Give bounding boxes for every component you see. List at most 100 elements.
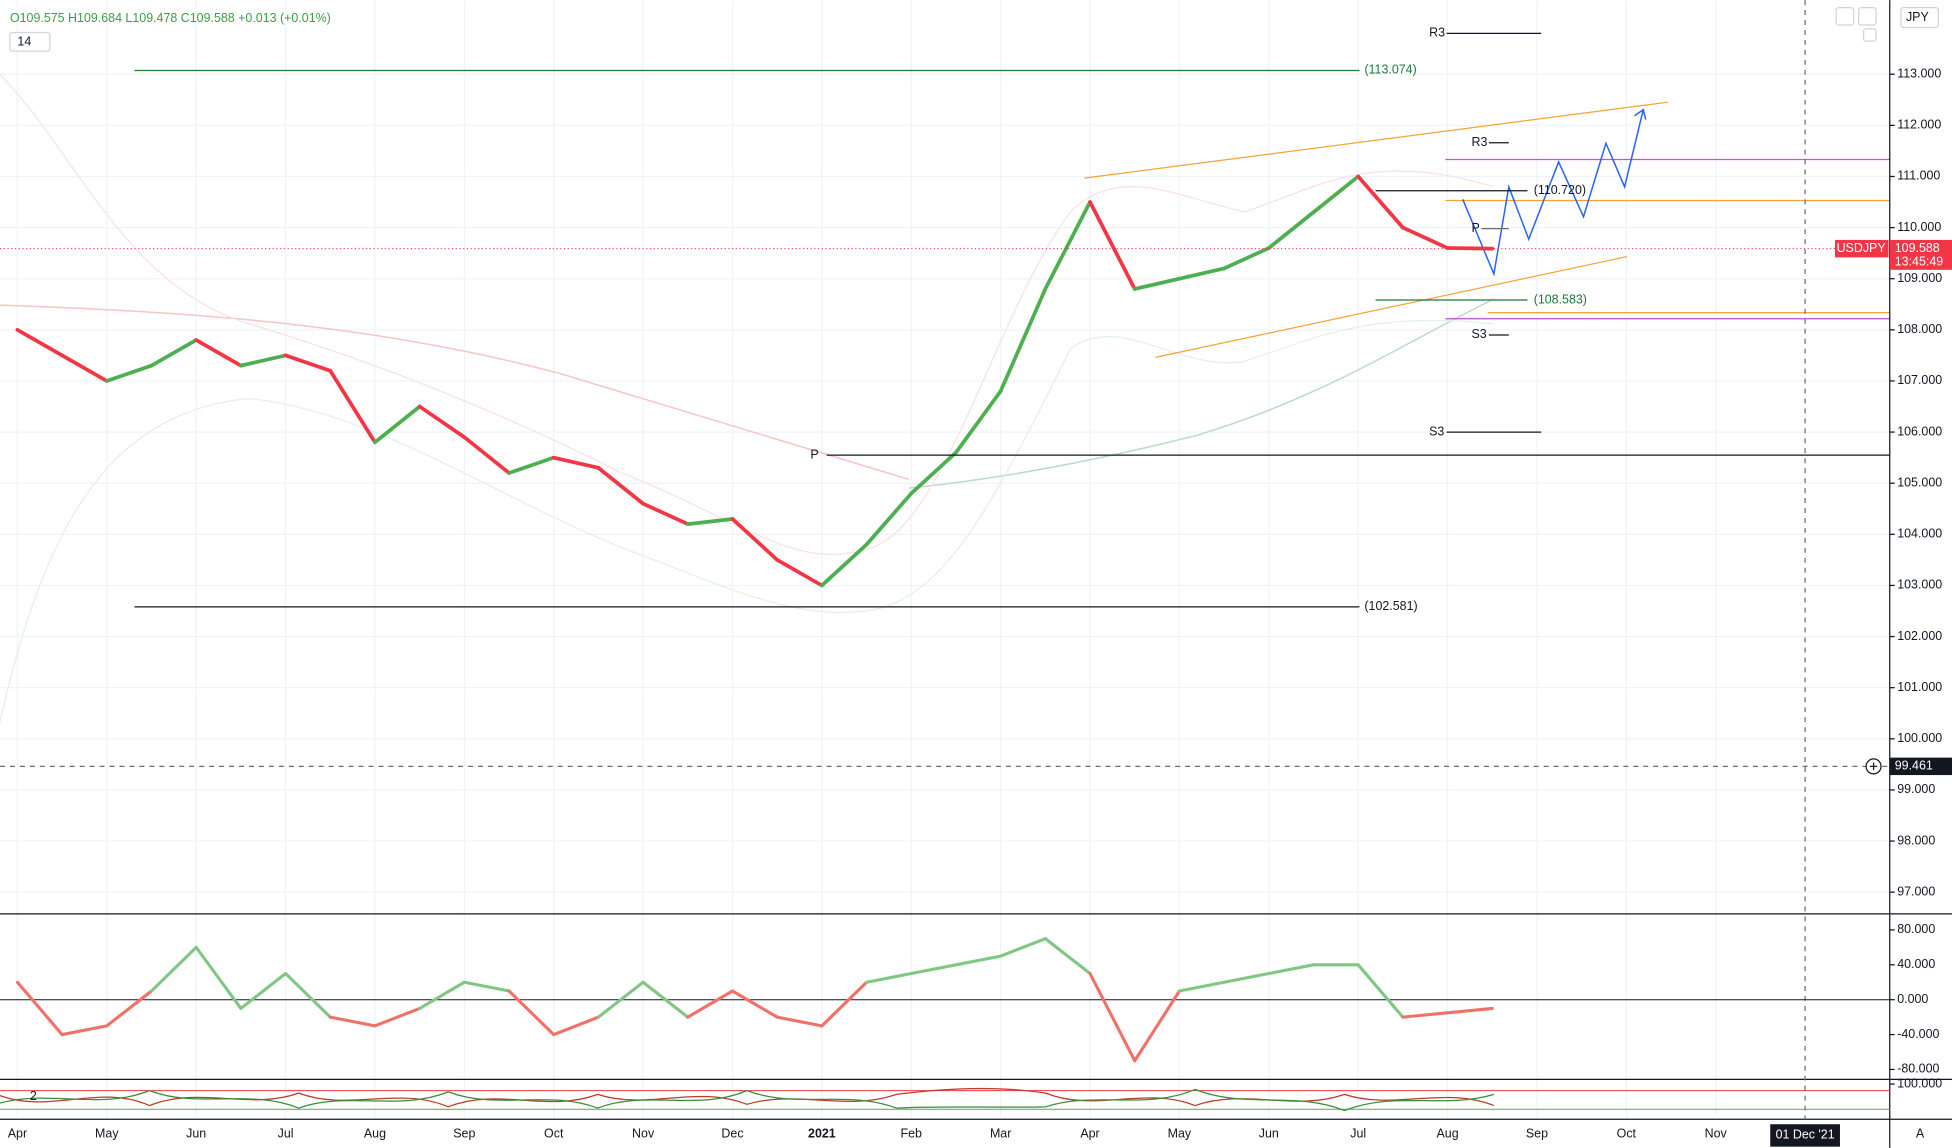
pivot-label: P — [1471, 221, 1479, 235]
y-tick-label: 103.000 — [1897, 578, 1942, 592]
oscillator-segment — [686, 989, 735, 1019]
x-tick-label: May — [95, 1126, 119, 1140]
countdown-label: 13:45:49 — [1895, 255, 1943, 269]
y-tick-label: 108.000 — [1897, 322, 1942, 336]
price-segment — [1132, 276, 1182, 291]
price-segment — [685, 517, 735, 526]
y-tick-label: 80.000 — [1897, 922, 1935, 936]
y-tick-label: 99.000 — [1897, 782, 1935, 796]
oscillator-segment — [462, 980, 511, 993]
currency-label[interactable]: JPY — [1906, 10, 1930, 24]
stoch-d — [0, 1088, 1495, 1112]
level-label: (110.720) — [1534, 183, 1586, 197]
oscillator-segment — [15, 980, 64, 1037]
price-segment — [775, 558, 824, 588]
x-tick-label: Oct — [1617, 1126, 1637, 1140]
oscillator-segment — [1446, 1006, 1494, 1015]
oscillator-segment — [1177, 980, 1226, 993]
grid — [0, 0, 1890, 1119]
x-tick-label: Apr — [1080, 1126, 1099, 1140]
oscillator-segment — [865, 971, 913, 984]
level-label: (108.583) — [1534, 292, 1587, 306]
price-segment — [596, 465, 645, 506]
y-tick-label: 98.000 — [1897, 833, 1935, 847]
oscillator-segment — [1133, 989, 1181, 1063]
y-tick-label: 100.000 — [1897, 1076, 1942, 1090]
price-tag — [1889, 239, 1952, 270]
price-label: 109.588 — [1895, 241, 1940, 255]
price-segment — [1088, 200, 1137, 291]
price-segment — [998, 287, 1048, 394]
ma-200-up — [908, 298, 1495, 489]
toolbar-icons — [1835, 6, 1877, 42]
icon[interactable] — [1862, 28, 1877, 42]
oscillator-segment — [418, 980, 466, 1010]
price-segment — [551, 455, 601, 470]
pivot-label: R3 — [1471, 135, 1487, 149]
price-segment — [1401, 225, 1450, 250]
icon[interactable] — [1835, 6, 1855, 26]
x-tick-label: Nov — [1705, 1126, 1728, 1140]
oscillator-segment — [105, 989, 154, 1028]
date-label: 01 Dec '21 — [1776, 1128, 1835, 1142]
oscillator-segment — [1043, 937, 1092, 976]
price-segment — [1356, 174, 1405, 230]
y-tick-label: 109.000 — [1897, 271, 1942, 285]
ma-200 — [0, 304, 909, 481]
y-tick-label: 0.000 — [1897, 992, 1928, 1006]
oscillator-segment — [1356, 963, 1405, 1019]
price-segment — [864, 491, 914, 547]
price-segment — [507, 455, 556, 475]
x-tick-label: Sep — [453, 1126, 475, 1140]
channel-upper — [1084, 101, 1669, 179]
oscillator-segment — [730, 989, 779, 1019]
y-tick-label: 111.000 — [1897, 169, 1940, 183]
y-tick-label: 105.000 — [1897, 475, 1942, 489]
price-segment — [462, 435, 511, 475]
oscillator-segment — [909, 963, 958, 976]
price-segment — [60, 353, 109, 383]
y-tick-label: 106.000 — [1897, 424, 1942, 438]
x-tick-label: Nov — [632, 1126, 655, 1140]
oscillator-segment — [373, 1006, 422, 1028]
x-tick-label: Aug — [1436, 1126, 1458, 1140]
level-label: (102.581) — [1364, 599, 1417, 613]
x-tick-label: Oct — [544, 1126, 564, 1140]
x-tick-label: Feb — [901, 1126, 923, 1140]
price-segment — [1177, 266, 1226, 281]
y-tick-label: -40.000 — [1897, 1027, 1939, 1041]
x-tick-label: May — [1168, 1126, 1192, 1140]
oscillator-segment — [1267, 963, 1316, 976]
y-tick-label: 104.000 — [1897, 527, 1942, 541]
length-box[interactable] — [9, 31, 51, 52]
pivot-label: S3 — [1429, 424, 1444, 438]
pivot-label: P — [810, 447, 818, 461]
oscillator-segment — [239, 971, 288, 1010]
price-segment — [954, 389, 1003, 455]
y-tick-label: 100.000 — [1897, 731, 1942, 745]
length-value[interactable]: 14 — [17, 35, 31, 49]
x-tick-label: Dec — [721, 1126, 743, 1140]
currency-button[interactable] — [1900, 6, 1939, 29]
x-tick-label: Jul — [1350, 1126, 1366, 1140]
oscillator-segment — [507, 989, 556, 1037]
projection-arrow — [1634, 108, 1647, 120]
price-segment — [373, 404, 422, 445]
price-segment — [149, 338, 199, 368]
price-segment — [1222, 246, 1271, 271]
price-segment — [1445, 246, 1495, 251]
icon[interactable] — [1858, 6, 1877, 26]
auto-scale[interactable]: A — [1916, 1126, 1925, 1140]
y-tick-label: -80.000 — [1897, 1062, 1939, 1076]
date-tag — [1770, 1124, 1840, 1147]
symbol-tag — [1834, 239, 1889, 258]
oscillator-segment — [1401, 1011, 1450, 1019]
band-upper — [0, 74, 1495, 556]
level-label: (113.074) — [1364, 63, 1416, 77]
price-segment — [1311, 174, 1361, 215]
price-segment — [283, 353, 333, 373]
price-segment — [820, 542, 869, 588]
y-tick-label: 112.000 — [1897, 118, 1941, 132]
